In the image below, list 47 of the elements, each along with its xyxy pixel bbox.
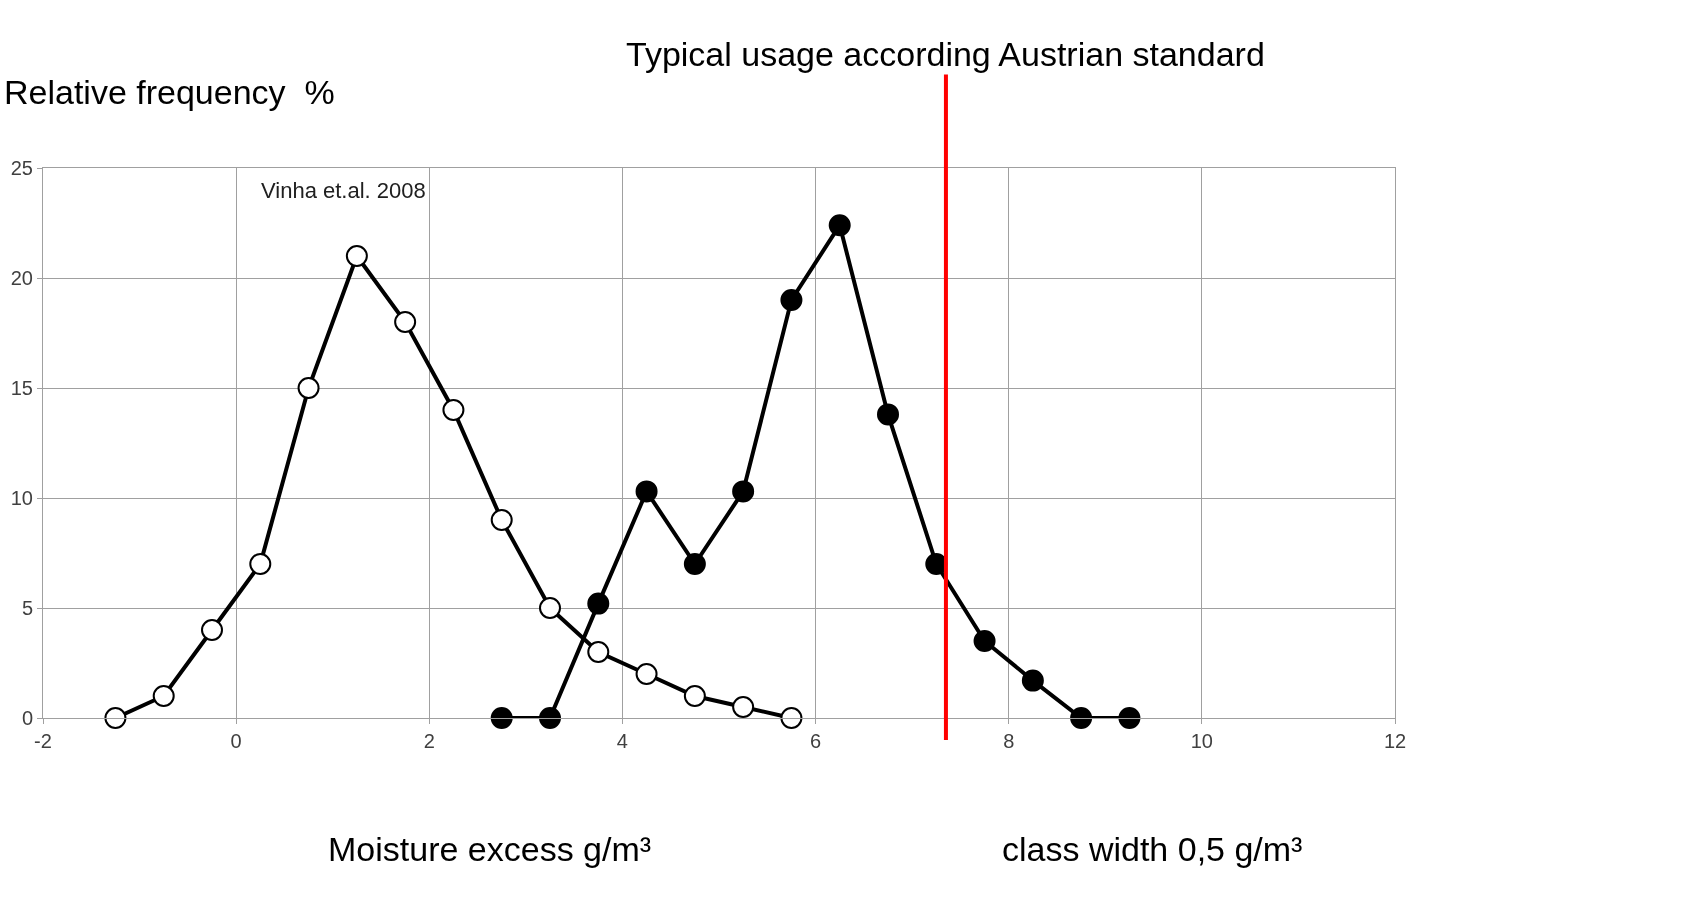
point — [490, 707, 513, 729]
point — [442, 399, 465, 421]
x-axis-title: Moisture excess g/m³ — [328, 830, 652, 868]
ref-line-label: Typical usage according Austrian standard — [626, 35, 1265, 73]
text: class width 0,5 g/m³ — [1002, 830, 1303, 868]
point — [249, 553, 272, 575]
x-tick-label: -2 — [34, 730, 52, 752]
y-tick-label: 0 — [21, 707, 33, 729]
point — [973, 630, 996, 652]
y-tick-label: 5 — [21, 597, 33, 619]
y-axis-title: Relative frequency % — [4, 73, 335, 111]
point — [104, 707, 127, 729]
x-tick-label: 10 — [1190, 730, 1213, 752]
point — [732, 696, 755, 718]
point — [539, 597, 561, 619]
point — [490, 509, 513, 531]
point — [539, 707, 561, 729]
x-tick-label: 0 — [230, 730, 242, 752]
x-tick-label: 6 — [810, 730, 822, 752]
point — [683, 685, 706, 707]
y-tick-label: 10 — [10, 487, 33, 509]
point — [780, 707, 803, 729]
point — [683, 553, 706, 575]
point — [780, 289, 803, 311]
point — [1021, 669, 1044, 692]
y-tick-label: 20 — [10, 267, 33, 289]
x-tick-label: 4 — [616, 730, 628, 752]
point — [201, 619, 223, 641]
y-tick-label: 15 — [10, 377, 33, 399]
point — [297, 377, 320, 399]
point — [345, 245, 368, 267]
x-tick-label: 2 — [423, 730, 435, 752]
point — [394, 311, 417, 333]
x-tick-label: 12 — [1383, 730, 1407, 752]
point — [877, 403, 899, 426]
point — [635, 663, 658, 685]
y-tick-label: 25 — [10, 157, 33, 179]
annotation: Vinha et.al. 2008 — [261, 178, 426, 203]
point — [732, 480, 755, 503]
point — [587, 592, 610, 615]
point — [1070, 707, 1093, 729]
x-tick-label: 8 — [1003, 730, 1015, 752]
point — [152, 685, 175, 707]
point — [828, 214, 851, 237]
point — [635, 480, 658, 503]
point — [1118, 707, 1141, 729]
point — [587, 641, 610, 663]
